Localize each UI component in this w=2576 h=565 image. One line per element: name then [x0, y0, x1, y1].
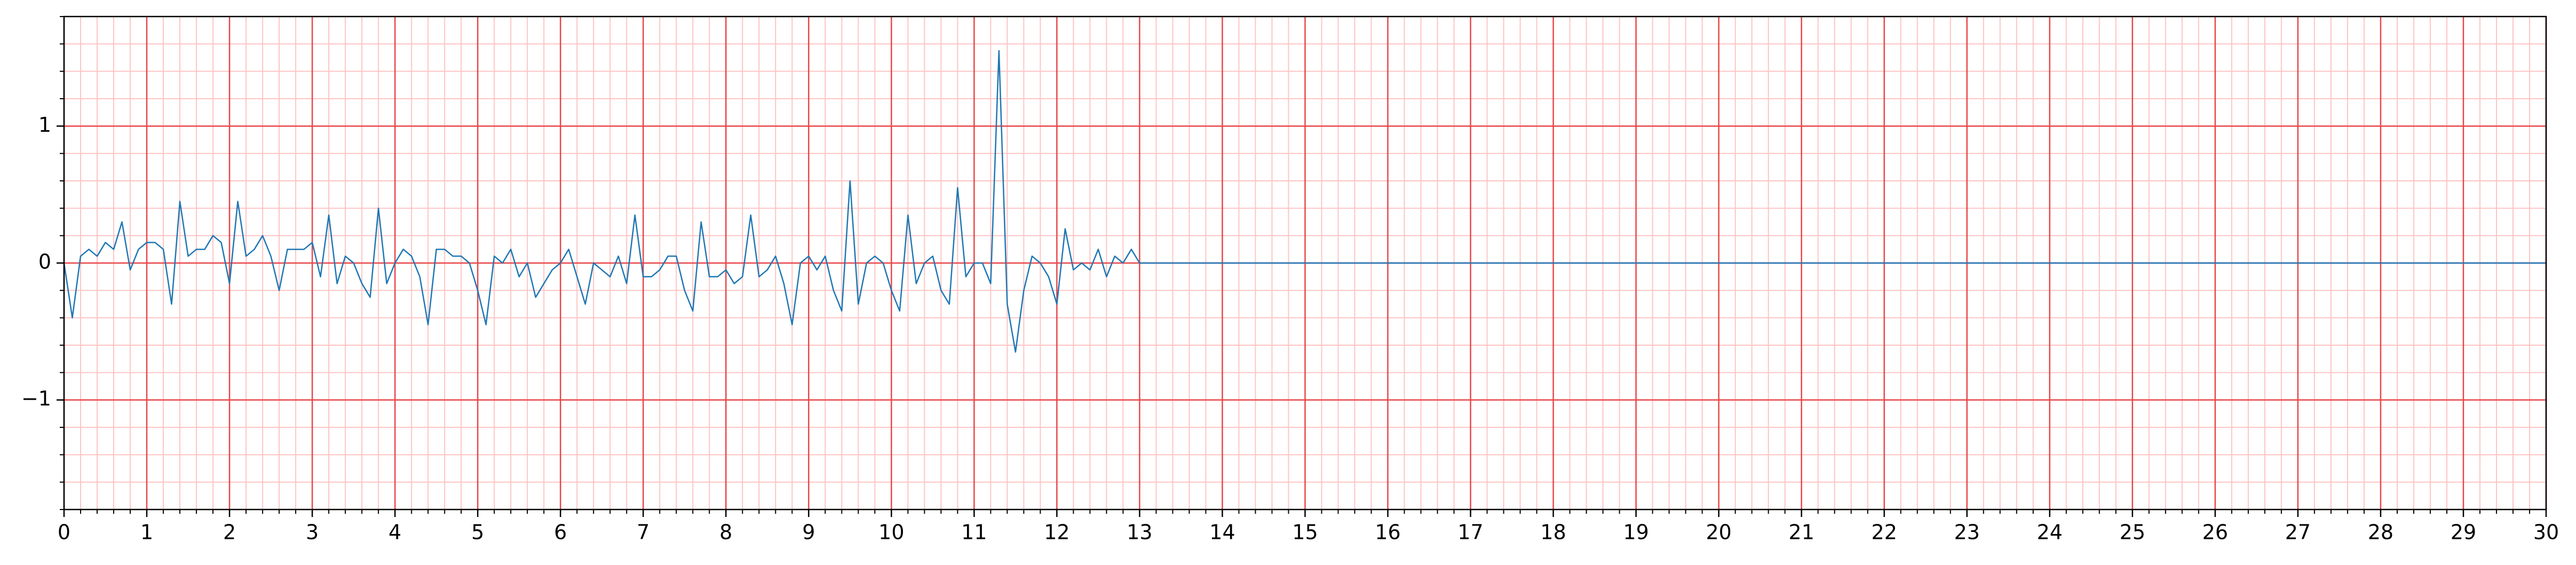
x-tick-label: 14 — [1209, 521, 1235, 544]
x-tick-label: 12 — [1044, 521, 1069, 544]
x-tick-label: 3 — [306, 521, 319, 544]
y-tick-label: 0 — [38, 250, 51, 274]
x-tick-label: 10 — [878, 521, 904, 544]
x-tick-label: 28 — [2368, 521, 2393, 544]
x-tick-label: 9 — [802, 521, 815, 544]
x-tick-label: 5 — [471, 521, 484, 544]
x-tick-label: 21 — [1789, 521, 1814, 544]
x-tick-label: 16 — [1375, 521, 1400, 544]
x-tick-label: 18 — [1540, 521, 1566, 544]
x-tick-label: 17 — [1457, 521, 1483, 544]
x-tick-label: 13 — [1127, 521, 1152, 544]
x-tick-label: 19 — [1623, 521, 1648, 544]
x-tick-label: 7 — [637, 521, 649, 544]
x-tick-label: 6 — [554, 521, 567, 544]
x-tick-label: 8 — [719, 521, 732, 544]
x-tick-label: 1 — [140, 521, 153, 544]
x-tick-label: 23 — [1954, 521, 1980, 544]
x-tick-label: 29 — [2451, 521, 2476, 544]
x-tick-label: 20 — [1706, 521, 1731, 544]
plot-frame — [63, 15, 2547, 511]
x-tick-label: 30 — [2533, 521, 2559, 544]
x-tick-label: 4 — [389, 521, 401, 544]
x-tick-label: 26 — [2202, 521, 2228, 544]
x-tick-label: 25 — [2120, 521, 2145, 544]
x-tick-label: 2 — [223, 521, 236, 544]
x-tick-label: 24 — [2037, 521, 2063, 544]
y-tick-label: 1 — [38, 113, 51, 137]
x-tick-label: 11 — [961, 521, 987, 544]
x-tick-label: 15 — [1292, 521, 1318, 544]
x-tick-label: 27 — [2285, 521, 2311, 544]
x-tick-label: 22 — [1872, 521, 1897, 544]
data-line — [63, 50, 2546, 353]
y-tick-label: −1 — [21, 387, 51, 410]
x-tick-label: 0 — [58, 521, 70, 544]
